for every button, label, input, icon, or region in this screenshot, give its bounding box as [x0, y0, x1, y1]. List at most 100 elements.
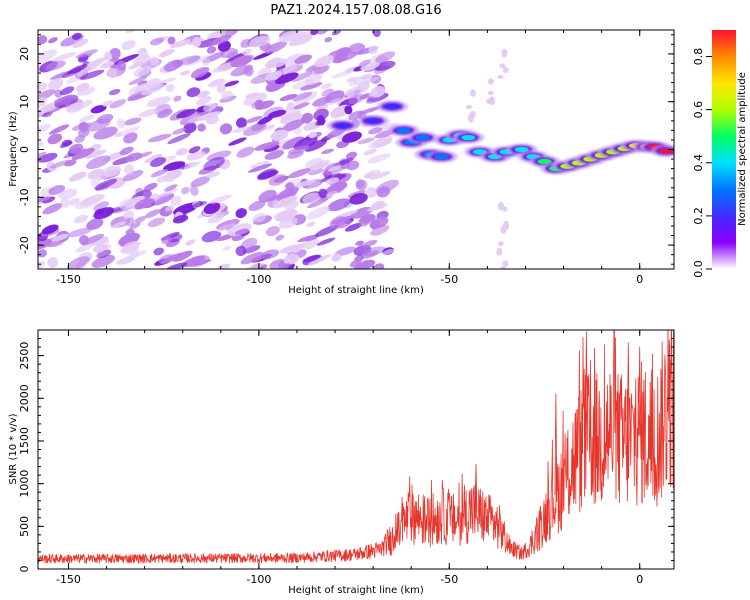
noise-blob: [358, 59, 371, 67]
noise-blob: [48, 124, 70, 135]
noise-blob: [207, 79, 226, 88]
noise-blob: [328, 98, 341, 106]
noise-blob: [128, 82, 151, 95]
noise-blob: [38, 110, 46, 118]
noise-blob: [302, 192, 321, 204]
spectrogram-noise-field: [38, 30, 510, 269]
noise-blob: [138, 108, 159, 118]
noise-blob: [374, 60, 396, 71]
snr-x-tick-label: 0: [636, 573, 643, 586]
noise-blob: [147, 217, 166, 228]
noise-blob: [181, 186, 190, 195]
ridge-peak: [537, 158, 552, 165]
noise-blob: [265, 61, 277, 68]
noise-blob: [119, 146, 134, 156]
noise-blob: [354, 263, 369, 269]
noise-blob: [235, 208, 247, 219]
ridge-peak: [335, 123, 350, 129]
noise-blob: [372, 263, 385, 269]
spectrogram-x-tick-label: -50: [440, 273, 458, 286]
noise-blob: [264, 41, 287, 54]
noise-blob: [50, 159, 72, 169]
noise-blob: [365, 187, 378, 198]
noise-blob: [203, 157, 225, 171]
noise-blob: [278, 217, 298, 229]
noise-blob: [85, 149, 107, 159]
noise-blob: [251, 101, 263, 109]
noise-blob: [38, 82, 48, 92]
noise-blob: [331, 70, 352, 79]
noise-blob: [128, 233, 140, 241]
noise-blob: [107, 67, 118, 79]
noise-blob: [376, 186, 391, 198]
noise-blob: [186, 151, 206, 161]
noise-blob: [265, 226, 280, 237]
ridge-peak: [366, 118, 381, 124]
snr-y-ticks: 0 500 1000 1500 2000 2500: [18, 329, 674, 573]
noise-blob: [168, 233, 183, 243]
spectrogram-y-tick-label: 10: [18, 95, 31, 109]
noise-blob: [497, 74, 504, 79]
noise-blob: [357, 137, 375, 145]
noise-blob: [360, 106, 382, 114]
noise-blob: [149, 56, 160, 66]
noise-blob: [263, 144, 280, 153]
noise-blob: [68, 171, 87, 182]
noise-blob: [375, 51, 396, 63]
noise-blob: [275, 234, 285, 241]
noise-blob: [47, 133, 63, 145]
noise-blob: [331, 30, 341, 36]
noise-blob: [202, 103, 217, 112]
spectrogram-x-tick-label: -150: [56, 273, 81, 286]
noise-blob: [41, 224, 59, 235]
noise-blob: [274, 72, 299, 85]
noise-blob: [318, 188, 328, 199]
noise-blob: [144, 153, 163, 164]
noise-blob: [487, 78, 494, 85]
noise-blob: [346, 76, 362, 83]
spectrogram-x-label: Height of straight line (km): [288, 285, 424, 296]
noise-blob: [145, 78, 162, 90]
noise-blob: [135, 151, 153, 159]
noise-blob: [315, 224, 339, 237]
noise-blob: [48, 37, 58, 44]
noise-blob: [170, 39, 191, 49]
noise-blob: [306, 221, 315, 228]
snr-x-tick-label: -50: [440, 573, 458, 586]
noise-blob: [355, 179, 365, 189]
noise-blob: [93, 201, 110, 211]
noise-blob: [109, 48, 121, 60]
noise-blob: [348, 42, 366, 55]
noise-blob: [320, 82, 333, 90]
noise-blob: [208, 30, 227, 41]
noise-blob: [363, 148, 378, 156]
noise-blob: [219, 123, 233, 135]
noise-blob: [196, 111, 222, 121]
noise-blob: [232, 126, 250, 133]
noise-blob: [366, 203, 389, 212]
noise-blob: [349, 192, 368, 205]
ridge-peak: [415, 134, 430, 141]
noise-blob: [327, 165, 341, 172]
noise-blob: [267, 109, 287, 118]
noise-blob: [242, 123, 267, 136]
noise-blob: [61, 67, 83, 79]
spectrogram-x-ticks: -150 -100 -50 0: [56, 30, 643, 286]
noise-blob: [109, 99, 126, 109]
noise-blob: [361, 250, 379, 259]
noise-blob: [215, 263, 231, 269]
noise-blob: [363, 76, 379, 85]
noise-blob: [257, 115, 274, 125]
noise-blob: [172, 128, 187, 135]
noise-blob: [344, 105, 353, 115]
noise-blob: [80, 194, 105, 206]
noise-blob: [146, 96, 172, 107]
spectrogram-y-tick-label: -10: [18, 188, 31, 206]
noise-blob: [188, 146, 201, 154]
noise-blob: [42, 203, 63, 215]
noise-blob: [230, 55, 253, 68]
noise-blob: [235, 245, 247, 257]
noise-blob: [313, 65, 330, 75]
noise-blob: [167, 133, 191, 144]
noise-blob: [368, 127, 383, 135]
